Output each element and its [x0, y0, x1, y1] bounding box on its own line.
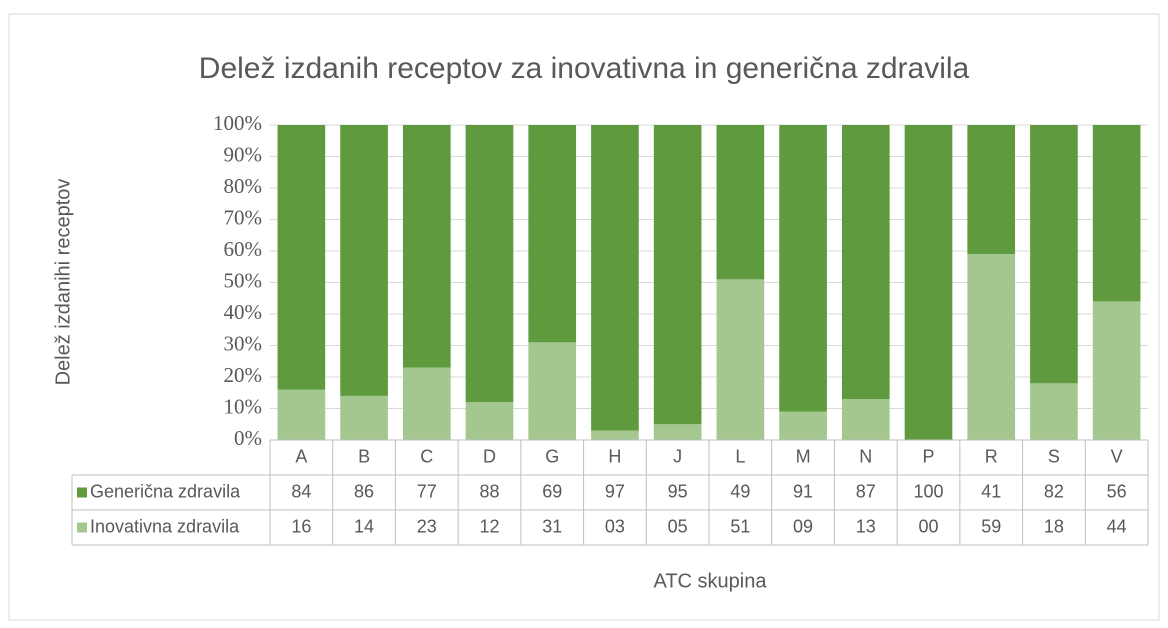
data-label: 13 [856, 516, 876, 536]
data-label: 82 [1044, 481, 1064, 501]
y-tick-label: 70% [224, 205, 263, 229]
data-label: 56 [1107, 481, 1127, 501]
x-tick-label: L [735, 446, 745, 466]
data-label: 59 [981, 516, 1001, 536]
bar-segment [967, 125, 1016, 255]
bar-segment [779, 125, 827, 412]
y-tick-label: 50% [224, 268, 263, 292]
x-axis-label: ATC skupina [653, 570, 767, 592]
bar-segment [841, 125, 890, 400]
y-tick-label: 90% [224, 142, 263, 166]
bar-segment [528, 342, 577, 440]
bar-segment [1092, 301, 1141, 440]
legend-label: Inovativna zdravila [90, 516, 240, 536]
bar-segment [1030, 125, 1078, 384]
x-tick-label: V [1111, 446, 1123, 466]
data-label: 03 [605, 516, 625, 536]
x-tick-label: R [985, 446, 998, 466]
data-label: 44 [1107, 516, 1127, 536]
y-tick-label: 30% [224, 331, 263, 355]
data-label: 18 [1044, 516, 1064, 536]
bar-segment [716, 279, 765, 440]
x-tick-label: B [358, 446, 370, 466]
x-tick-label: D [483, 446, 496, 466]
data-label: 00 [918, 516, 938, 536]
y-tick-label: 40% [224, 300, 263, 324]
data-label: 51 [730, 516, 750, 536]
y-tick-label: 20% [224, 363, 263, 387]
bar-segment [841, 399, 890, 440]
data-label: 12 [479, 516, 499, 536]
legend-swatch [77, 487, 87, 498]
legend-label: Generična zdravila [90, 481, 241, 501]
x-tick-label: N [859, 446, 872, 466]
bar-segment [465, 125, 514, 403]
x-tick-label: M [796, 446, 811, 466]
bar-segment [653, 424, 702, 440]
bar-segment [1030, 383, 1078, 440]
y-tick-label: 60% [224, 237, 263, 261]
chart-title: Delež izdanih receptov za inovativna in … [199, 52, 970, 85]
x-tick-label: J [673, 446, 682, 466]
bar-segment [277, 389, 326, 440]
data-label: 49 [730, 481, 750, 501]
data-label: 31 [542, 516, 562, 536]
x-tick-label: A [295, 446, 307, 466]
data-label: 100 [913, 481, 943, 501]
bar-segment [716, 125, 765, 280]
bar-segment [465, 402, 514, 440]
data-label: 95 [668, 481, 688, 501]
x-tick-label: C [420, 446, 433, 466]
data-label: 23 [417, 516, 437, 536]
y-tick-label: 0% [234, 426, 262, 450]
x-tick-label: G [545, 446, 559, 466]
data-label: 05 [668, 516, 688, 536]
bar-segment [653, 125, 702, 425]
data-label: 77 [417, 481, 437, 501]
data-label: 87 [856, 481, 876, 501]
data-label: 97 [605, 481, 625, 501]
bar-segment [340, 125, 388, 396]
y-tick-label: 10% [224, 394, 263, 418]
bar-segment [1092, 125, 1141, 302]
bar-segment [591, 430, 639, 440]
data-label: 09 [793, 516, 813, 536]
data-label: 91 [793, 481, 813, 501]
data-label: 84 [291, 481, 311, 501]
y-tick-label: 100% [213, 111, 262, 135]
data-label: 86 [354, 481, 374, 501]
legend-swatch [77, 522, 87, 533]
bar-segment [277, 125, 326, 390]
bar-segment [402, 367, 451, 440]
bar-segment [904, 125, 953, 440]
data-label: 41 [981, 481, 1001, 501]
bar-segment [967, 254, 1016, 440]
data-label: 88 [479, 481, 499, 501]
bar-segment [340, 395, 388, 440]
x-tick-label: H [608, 446, 621, 466]
data-label: 69 [542, 481, 562, 501]
y-axis-label: Delež izdanihi receptov [52, 179, 74, 386]
bar-segment [402, 125, 451, 368]
data-label: 14 [354, 516, 374, 536]
bar-segment [528, 125, 577, 343]
x-tick-label: S [1048, 446, 1060, 466]
data-label: 16 [291, 516, 311, 536]
y-tick-label: 80% [224, 174, 263, 198]
bar-segment [779, 411, 827, 440]
bar-segment [591, 125, 639, 431]
x-tick-label: P [922, 446, 934, 466]
